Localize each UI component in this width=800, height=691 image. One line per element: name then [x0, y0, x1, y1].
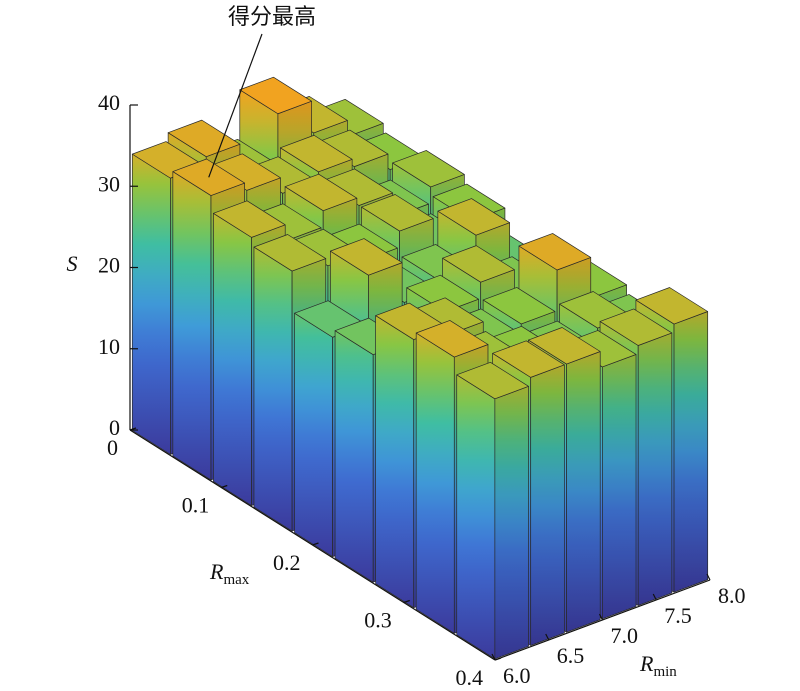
y-tick [598, 613, 604, 621]
bar-top [528, 327, 601, 365]
bar-top [415, 320, 489, 358]
y-tick [706, 573, 711, 581]
x-axis-title-sub: max [223, 572, 249, 588]
x-tick [312, 542, 319, 546]
bar-face [131, 153, 171, 455]
bar-top [329, 238, 403, 276]
y-axis-title-main: R [639, 651, 654, 676]
annotation-line [208, 33, 263, 178]
bar-top [442, 245, 515, 283]
x-tick-label: 0 [107, 435, 118, 460]
bar-shade [602, 354, 637, 619]
x-tick-label: 0.4 [456, 665, 484, 690]
y-tick-label: 8.0 [718, 583, 746, 608]
z-axis-title: S [67, 251, 78, 276]
bars [131, 76, 709, 660]
z-tick-label: 0 [109, 415, 120, 440]
bar-face [253, 246, 293, 532]
bar-face [375, 315, 415, 609]
bar-top [279, 134, 353, 173]
bar-top [167, 119, 241, 158]
y-tick [545, 633, 550, 641]
annotation: 得分最高 [228, 5, 316, 30]
y-tick-label: 6.0 [503, 663, 531, 688]
bar [456, 361, 529, 660]
z-tick-label: 30 [98, 171, 120, 196]
y-tick [491, 653, 496, 661]
x-tick-label: 0.1 [182, 493, 210, 518]
bar-shade [638, 332, 672, 606]
x-tick [494, 657, 502, 661]
x-tick-label: 0.2 [273, 550, 301, 575]
bar-top [518, 233, 592, 271]
x-axis-title-main: R [209, 559, 224, 584]
axes: 0 10 20 30 40 0 0.1 0.2 0.3 0.4 6.0 6.5 7.0 7.5 8.0 [98, 33, 746, 690]
x-tick [403, 599, 410, 604]
z-tick-label: 10 [98, 334, 120, 359]
bar-shade [566, 351, 601, 633]
y-tick-label: 7.5 [664, 603, 692, 628]
bar-face [415, 332, 455, 634]
bar-top [482, 287, 556, 325]
bar-face [213, 213, 252, 506]
bar-face [294, 312, 333, 557]
y-axis-title: Rmin [639, 651, 677, 680]
bar-top [213, 200, 286, 238]
x-tick [221, 484, 228, 489]
bar-top [492, 340, 565, 378]
bar-face [172, 171, 212, 481]
bar-top [392, 150, 465, 188]
y-tick-label: 7.0 [611, 623, 639, 648]
y-tick-label: 6.5 [557, 643, 585, 668]
bar-face [334, 330, 374, 583]
bar-face [456, 374, 496, 660]
bar-top [635, 287, 709, 325]
x-tick [129, 427, 137, 431]
z-tick-label: 40 [98, 90, 120, 115]
bar-shade [674, 311, 708, 593]
y-tick [652, 593, 657, 601]
bar-shade [530, 364, 565, 646]
y-axis-title-sub: min [653, 664, 677, 680]
bar-top [253, 234, 327, 272]
bar-top [456, 361, 529, 400]
bar-top [284, 173, 358, 212]
bar-top [437, 198, 511, 236]
x-tick-label: 0.3 [364, 608, 392, 633]
z-tick-label: 20 [98, 253, 120, 278]
x-axis-title: Rmax [209, 559, 250, 588]
bar-top [599, 308, 673, 346]
bar-shade [494, 386, 529, 659]
bar-top [239, 76, 312, 115]
bar-top [361, 194, 434, 232]
